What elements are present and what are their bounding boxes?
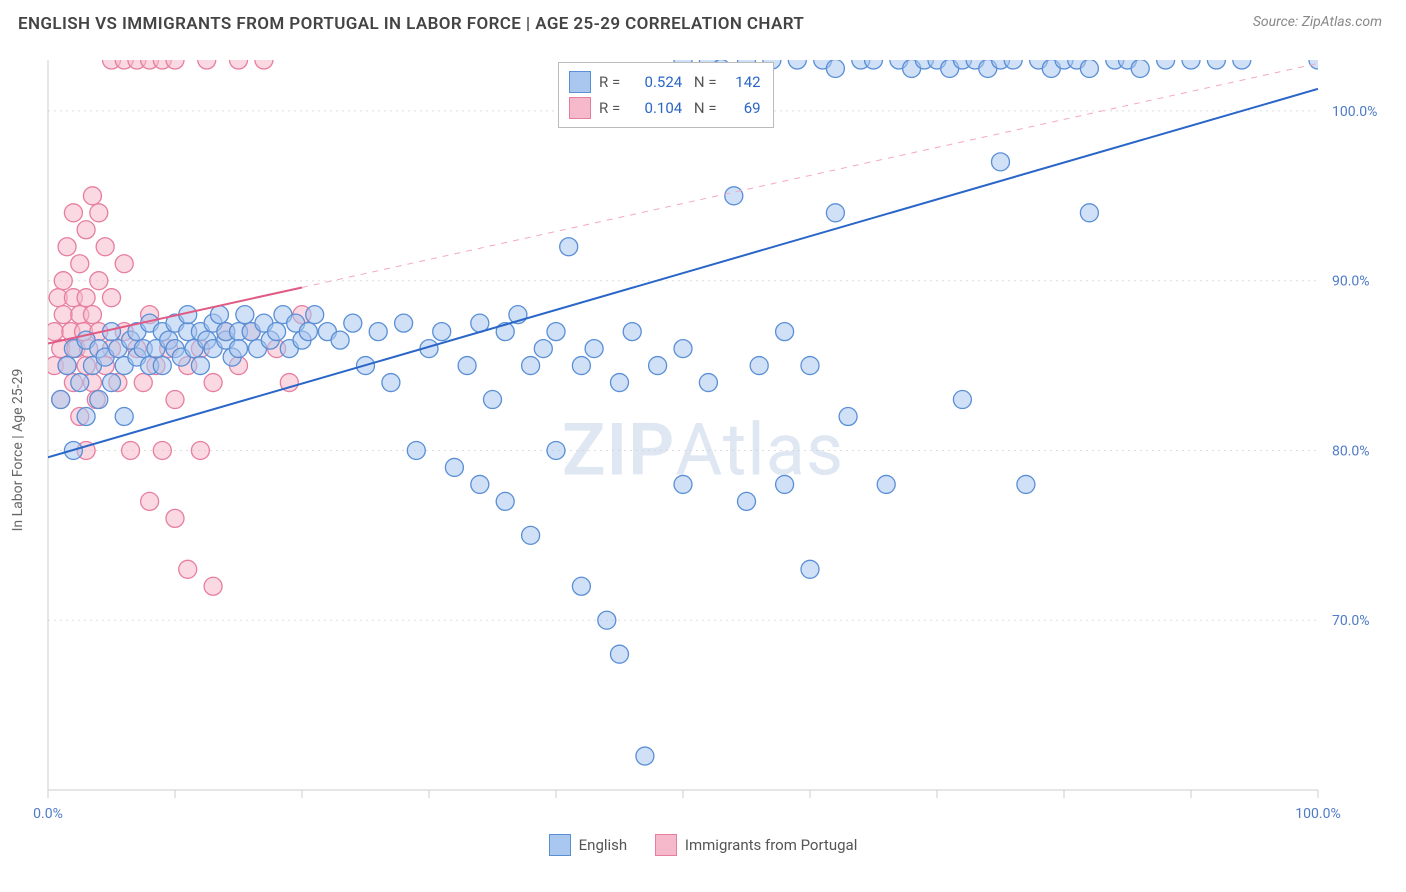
swatch-english (549, 834, 571, 856)
r-value-english: 0.524 (628, 70, 682, 94)
series-legend: English Immigrants from Portugal (18, 834, 1388, 856)
correlation-legend: R = 0.524 N = 142 R = 0.104 N = 69 (558, 62, 774, 128)
scatter-chart: 70.0% 80.0% 90.0% 100.0% 0.0% 100.0% (18, 50, 1388, 850)
svg-text:100.0%: 100.0% (1295, 806, 1340, 822)
legend-row-portugal: R = 0.104 N = 69 (569, 95, 761, 121)
svg-text:70.0%: 70.0% (1332, 613, 1370, 629)
svg-text:0.0%: 0.0% (33, 806, 63, 822)
svg-text:80.0%: 80.0% (1332, 443, 1370, 459)
legend-item-portugal: Immigrants from Portugal (655, 834, 857, 856)
r-value-portugal: 0.104 (628, 96, 682, 120)
n-value-english: 142 (725, 70, 761, 94)
legend-item-english: English (549, 834, 628, 856)
chart-title: ENGLISH VS IMMIGRANTS FROM PORTUGAL IN L… (18, 14, 804, 34)
source-label: Source: ZipAtlas.com (1253, 14, 1382, 30)
swatch-english (569, 71, 591, 93)
svg-text:100.0%: 100.0% (1332, 104, 1377, 120)
svg-text:90.0%: 90.0% (1332, 274, 1370, 290)
legend-label-portugal: Immigrants from Portugal (685, 836, 857, 854)
legend-label-english: English (579, 836, 628, 854)
swatch-portugal (569, 97, 591, 119)
n-value-portugal: 69 (725, 96, 761, 120)
swatch-portugal (655, 834, 677, 856)
legend-row-english: R = 0.524 N = 142 (569, 69, 761, 95)
y-axis-label: In Labor Force | Age 25-29 (10, 369, 26, 532)
chart-area: In Labor Force | Age 25-29 70.0%80.0%90.… (18, 50, 1388, 850)
